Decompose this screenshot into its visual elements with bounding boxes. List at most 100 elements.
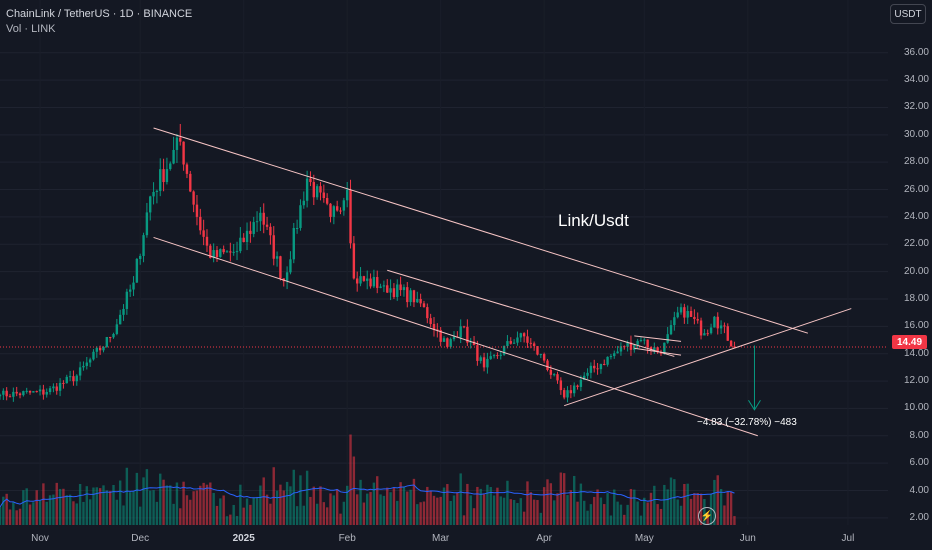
candle-body [653,347,656,351]
candle-body [195,204,199,217]
price-tick-label: 12.00 [903,375,929,387]
volume-bar [402,486,406,525]
volume-bar [459,473,462,525]
volume-bar [0,506,2,525]
candle-body [2,390,5,395]
volume-bar [452,495,456,525]
candle-body [589,365,593,373]
last-price-tag: 14.49 [892,335,927,349]
candle-body [449,339,452,347]
candle-body [686,310,689,318]
volume-bar [175,482,179,525]
channel-lower-line [153,236,758,437]
candle-body [275,256,279,259]
candle-body [499,354,502,356]
volume-bar [696,493,699,525]
volume-bar [32,502,35,525]
volume-bar [12,502,15,525]
volume-bar [583,500,586,525]
candle-body [409,290,412,303]
volume-bar [549,483,553,525]
volume-bar [219,498,222,525]
volume-bar [389,492,392,525]
volume-bar [562,473,566,525]
candle-body [0,394,2,397]
flag-lower-line [634,347,682,356]
rising-support-line [564,308,852,407]
volume-bar [586,510,589,525]
candle-body [159,169,162,191]
candle-body [229,251,232,253]
volume-bar [335,488,339,525]
volume-bar [519,498,522,525]
volume-bar [72,501,75,525]
candle-body [88,359,92,363]
candle-body [12,391,15,397]
price-tick-label: 18.00 [903,292,929,304]
candle-body [636,340,639,346]
volume-bar [165,485,169,525]
volume-bar [139,506,142,525]
time-tick-label: Feb [338,533,356,544]
volume-bar [272,467,275,525]
candle-body [509,341,512,344]
candle-body [15,391,18,394]
candle-body [182,141,185,165]
volume-bar [259,485,262,525]
volume-bar [362,502,366,525]
price-tick-label: 10.00 [903,402,929,414]
volume-bar [299,475,302,525]
candle-body [82,365,85,368]
volume-bar [379,494,382,525]
volume-bar [209,482,212,525]
volume-bar [98,488,102,525]
candle-body [309,178,312,183]
volume-bar [325,507,329,525]
candle-body [292,228,295,260]
candle-body [179,137,182,142]
candle-body [349,189,352,244]
price-tick-label: 34.00 [903,74,929,86]
candle-body [379,286,382,288]
candle-body [539,354,543,356]
candle-body [489,356,492,359]
candle-body [272,235,275,259]
volume-bar [663,484,666,525]
volume-indicator-label[interactable]: Vol · LINK [6,23,56,35]
volume-bar [446,484,449,525]
currency-button[interactable]: USDT [890,4,926,24]
candle-body [169,163,172,170]
candle-body [108,336,112,338]
volume-bar [155,501,159,525]
volume-bar [159,473,162,525]
chart-annotation-text[interactable]: Link/Usdt [558,211,629,230]
volume-bar [169,485,172,525]
candle-body [386,285,389,293]
candle-body [279,256,282,279]
candle-body [165,169,169,183]
volume-bar [132,491,135,525]
candle-body [315,186,319,198]
volume-bar [55,482,58,525]
volume-bar [626,504,629,525]
candle-body [709,327,713,334]
candle-body [733,346,736,348]
candle-body [38,389,42,392]
candle-body [45,392,48,395]
volume-bar [78,483,82,525]
candle-body [185,164,189,174]
candle-body [529,342,532,344]
candle-body [299,205,302,228]
candle-body [342,200,346,211]
lightning-logo-icon[interactable]: ⚡ [698,507,716,525]
volume-bar [249,504,252,525]
candle-body [239,237,242,252]
candle-body [576,385,579,387]
candle-body [476,345,479,361]
volume-bar [552,500,556,525]
volume-bar [95,487,99,525]
candle-body [335,206,339,211]
volume-bar [653,485,656,525]
